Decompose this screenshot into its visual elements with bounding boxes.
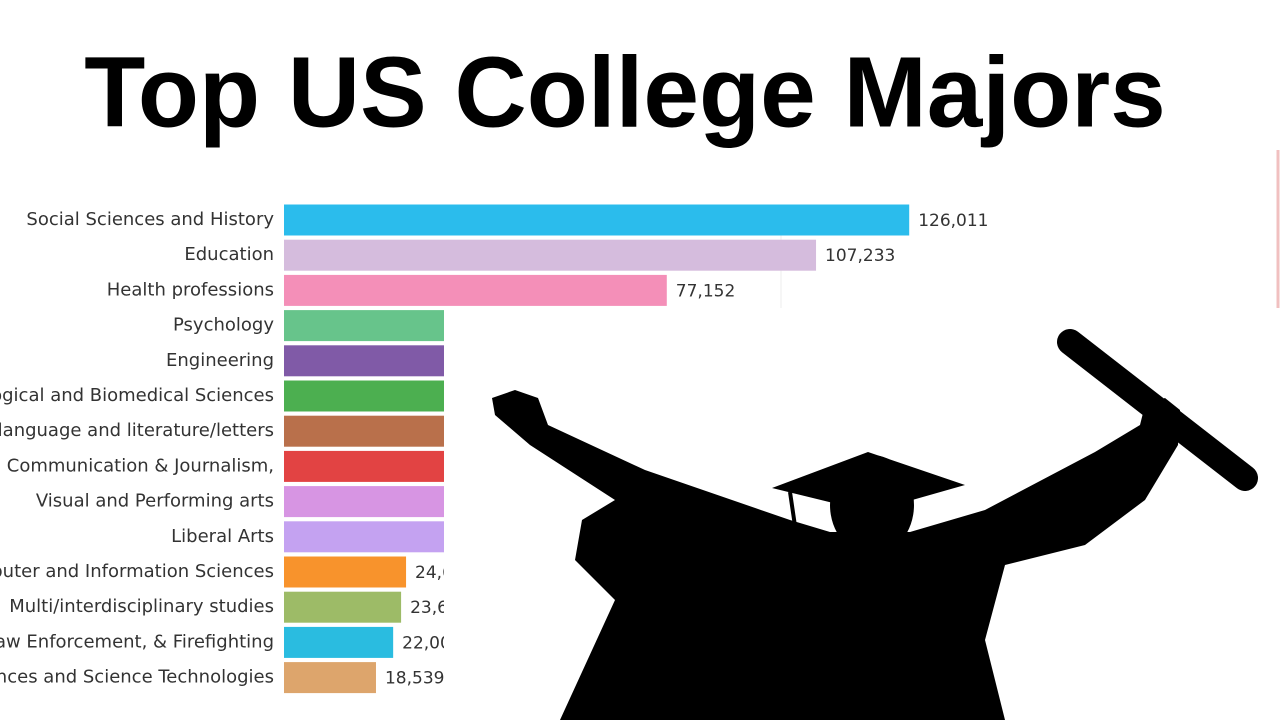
category-label: Health professions <box>107 279 274 300</box>
chart-title: Top US College Majors <box>84 36 1166 148</box>
cap <box>772 452 965 512</box>
value-label: 126,011 <box>918 211 988 231</box>
value-label: 77,152 <box>676 281 735 301</box>
bar <box>284 204 910 236</box>
tassel <box>788 491 802 561</box>
category-label: Law Enforcement, & Firefighting <box>0 631 274 652</box>
bar <box>284 486 468 518</box>
category-label: Engineering <box>166 350 274 371</box>
body <box>492 390 1180 720</box>
bar <box>284 591 402 623</box>
category-label: Psychology <box>173 315 274 336</box>
category-label: Social Sciences and History <box>26 209 274 230</box>
category-label: Multi/interdisciplinary studies <box>9 596 274 617</box>
value-label: 107,233 <box>825 246 895 266</box>
category-label: Visual and Performing arts <box>36 491 274 512</box>
category-label: logical and Biomedical Sciences <box>0 385 274 406</box>
category-label: puter and Information Sciences <box>0 561 274 582</box>
bar <box>284 626 394 658</box>
bar <box>284 556 407 588</box>
bar <box>284 239 817 271</box>
bar <box>284 521 453 553</box>
category-label: n language and literature/letters <box>0 420 274 441</box>
category-label: ences and Science Technologies <box>0 667 274 688</box>
category-label: Liberal Arts <box>171 526 274 547</box>
category-label: Communication & Journalism, <box>7 455 274 476</box>
value-label: 18,539 <box>385 669 444 689</box>
bar <box>284 274 667 306</box>
bar <box>284 662 376 694</box>
graduate-silhouette <box>444 308 1280 720</box>
diploma <box>1057 329 1258 491</box>
category-label: Education <box>184 244 274 265</box>
